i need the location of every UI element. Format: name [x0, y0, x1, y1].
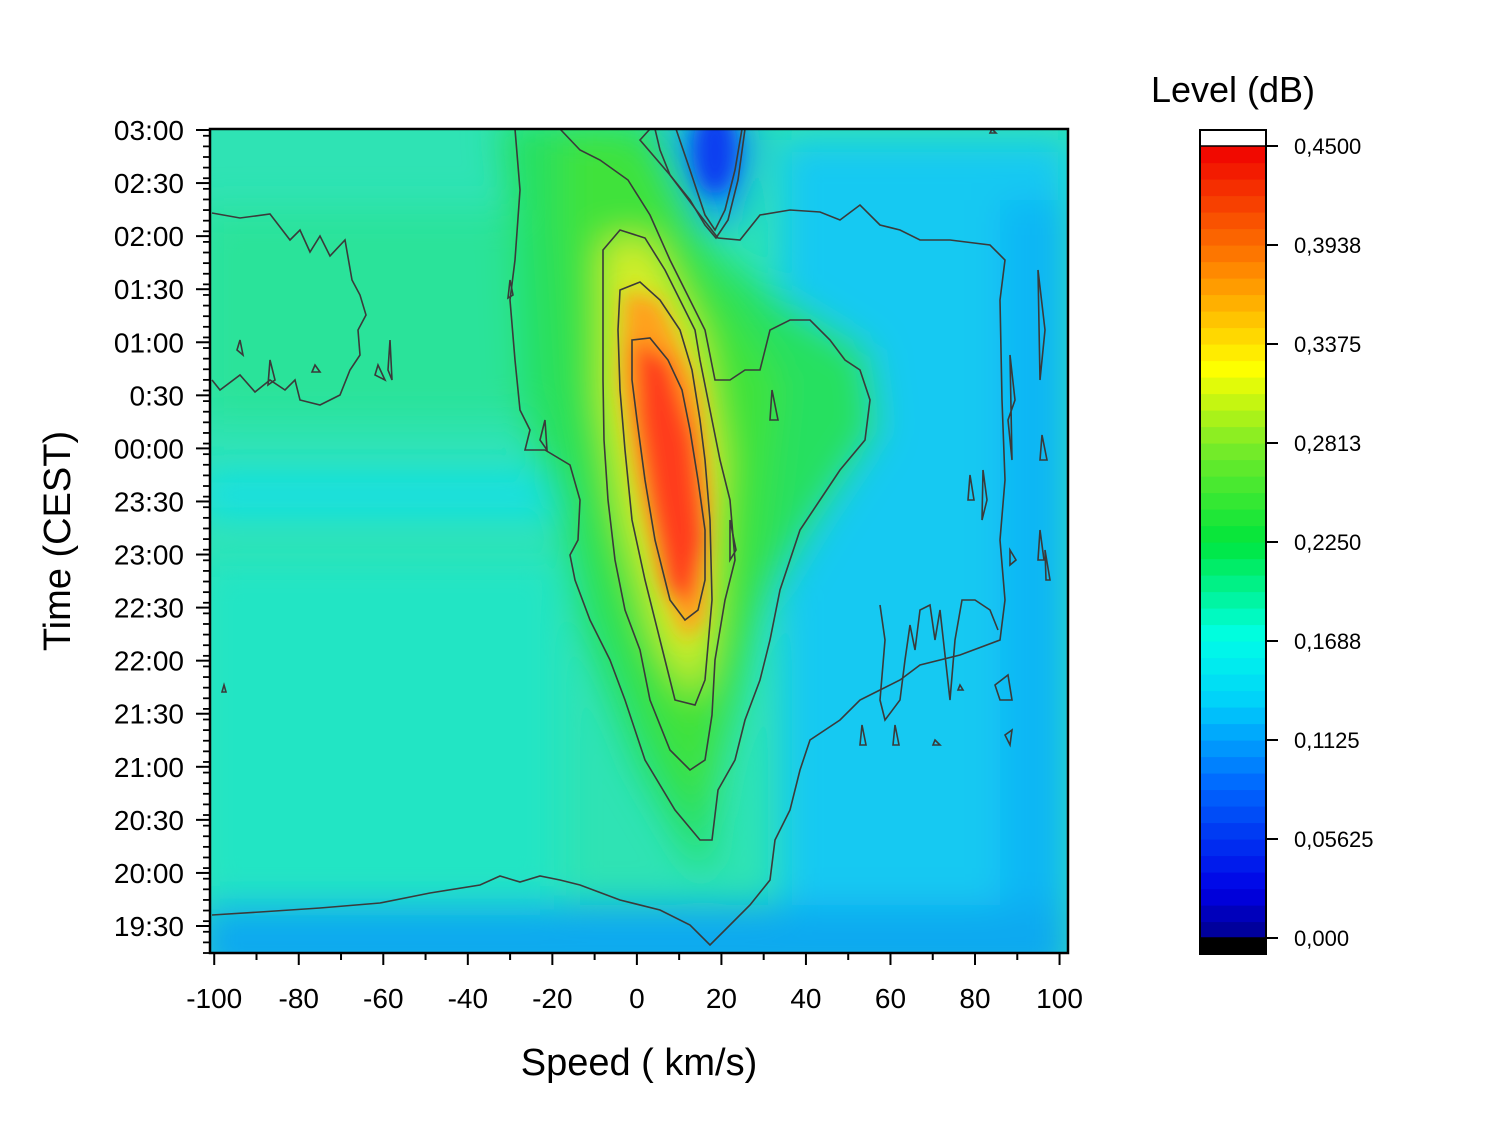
colorbar-band [1200, 228, 1266, 246]
colorbar-band [1200, 905, 1266, 923]
y-tick-label: 23:30 [114, 486, 184, 517]
colorbar-band [1200, 888, 1266, 906]
colorbar-band [1200, 789, 1266, 807]
colorbar-tick-label: 0,4500 [1294, 134, 1361, 159]
colorbar-title: Level (dB) [1151, 69, 1315, 110]
colorbar-band [1200, 839, 1266, 857]
x-tick-label: -20 [532, 983, 572, 1014]
colorbar-band [1200, 311, 1266, 329]
colorbar-bands [1200, 146, 1266, 939]
colorbar-band [1200, 773, 1266, 791]
colorbar-tick-label: 0,2813 [1294, 431, 1361, 456]
colorbar-tick-label: 0,000 [1294, 926, 1349, 951]
x-tick-label: 40 [790, 983, 821, 1014]
y-tick-label: 00:00 [114, 433, 184, 464]
y-tick-label: 23:00 [114, 540, 184, 571]
y-tick-label: 02:30 [114, 168, 184, 199]
x-tick-label: -40 [448, 983, 488, 1014]
colorbar-band [1200, 690, 1266, 708]
colorbar-band [1200, 591, 1266, 609]
colorbar-band [1200, 443, 1266, 461]
colorbar-band [1200, 492, 1266, 510]
y-tick-label: 01:00 [114, 327, 184, 358]
colorbar-band [1200, 575, 1266, 593]
colorbar-tick-label: 0,05625 [1294, 827, 1374, 852]
y-axis: 19:30 20:00 20:30 21:00 21:30 22:00 22:30 23:00… [114, 115, 210, 954]
colorbar-ticks: 0,4500 0,3938 0,3375 0,2813 0,2250 0,1688 0,11… [1266, 134, 1374, 951]
x-axis: -100 -80 -60 -40 -20 0 20 40 60 80 100 [186, 953, 1083, 1014]
colorbar-over-swatch [1199, 129, 1267, 147]
y-tick-label: 03:00 [114, 115, 184, 146]
colorbar-band [1200, 806, 1266, 824]
x-tick-label: 80 [959, 983, 990, 1014]
plot-area [210, 129, 1068, 953]
colorbar-band [1200, 426, 1266, 444]
colorbar-band [1200, 740, 1266, 758]
colorbar-band [1200, 377, 1266, 395]
colorbar-band [1200, 410, 1266, 428]
x-tick-label: -60 [363, 983, 403, 1014]
colorbar-band [1200, 344, 1266, 362]
colorbar-band [1200, 707, 1266, 725]
colorbar-band [1200, 212, 1266, 230]
colorbar-band [1200, 641, 1266, 659]
y-tick-label: 21:30 [114, 699, 184, 730]
colorbar-band [1200, 674, 1266, 692]
colorbar-band [1200, 146, 1266, 164]
colorbar-band [1200, 261, 1266, 279]
colorbar-under-swatch [1199, 937, 1267, 955]
colorbar-band [1200, 459, 1266, 477]
colorbar-band [1200, 723, 1266, 741]
colorbar-band [1200, 657, 1266, 675]
colorbar-band [1200, 822, 1266, 840]
colorbar-band [1200, 360, 1266, 378]
x-tick-label: 0 [629, 983, 645, 1014]
colorbar-tick-label: 0,3938 [1294, 233, 1361, 258]
y-tick-label: 0:30 [130, 380, 185, 411]
colorbar-band [1200, 872, 1266, 890]
x-tick-label: 60 [875, 983, 906, 1014]
colorbar-tick-label: 0,2250 [1294, 530, 1361, 555]
colorbar-band [1200, 509, 1266, 527]
colorbar-band [1200, 542, 1266, 560]
x-tick-label: -100 [186, 983, 242, 1014]
colorbar-band [1200, 756, 1266, 774]
colorbar-band [1200, 278, 1266, 296]
colorbar-tick-label: 0,1125 [1294, 728, 1360, 753]
colorbar-band [1200, 525, 1266, 543]
y-axis-label: Time (CEST) [37, 431, 79, 651]
colorbar-tick-label: 0,1688 [1294, 629, 1361, 654]
colorbar-band [1200, 558, 1266, 576]
colorbar-tick-label: 0,3375 [1294, 332, 1361, 357]
y-tick-label: 22:30 [114, 593, 184, 624]
colorbar-band [1200, 195, 1266, 213]
colorbar-band [1200, 393, 1266, 411]
colorbar-band [1200, 476, 1266, 494]
y-tick-label: 19:30 [114, 911, 184, 942]
y-tick-label: 22:00 [114, 646, 184, 677]
contour-lines [211, 129, 1051, 947]
colorbar-band [1200, 294, 1266, 312]
y-tick-label: 20:30 [114, 805, 184, 836]
colorbar-band [1200, 855, 1266, 873]
y-tick-label: 21:00 [114, 752, 184, 783]
colorbar-band [1200, 245, 1266, 263]
y-tick-label: 20:00 [114, 858, 184, 889]
colorbar: 0,4500 0,3938 0,3375 0,2813 0,2250 0,1688 0,11… [1151, 69, 1374, 955]
colorbar-band [1200, 624, 1266, 642]
x-tick-label: 100 [1036, 983, 1083, 1014]
y-tick-label: 01:30 [114, 274, 184, 305]
y-tick-label: 02:00 [114, 221, 184, 252]
colorbar-band [1200, 179, 1266, 197]
colorbar-band [1200, 327, 1266, 345]
colorbar-band [1200, 608, 1266, 626]
x-tick-label: 20 [706, 983, 737, 1014]
plot-frame [208, 127, 1070, 955]
x-axis-label: Speed ( km/s) [521, 1042, 758, 1084]
x-tick-label: -80 [279, 983, 319, 1014]
colorbar-band [1200, 162, 1266, 180]
colorbar-band [1200, 921, 1266, 939]
